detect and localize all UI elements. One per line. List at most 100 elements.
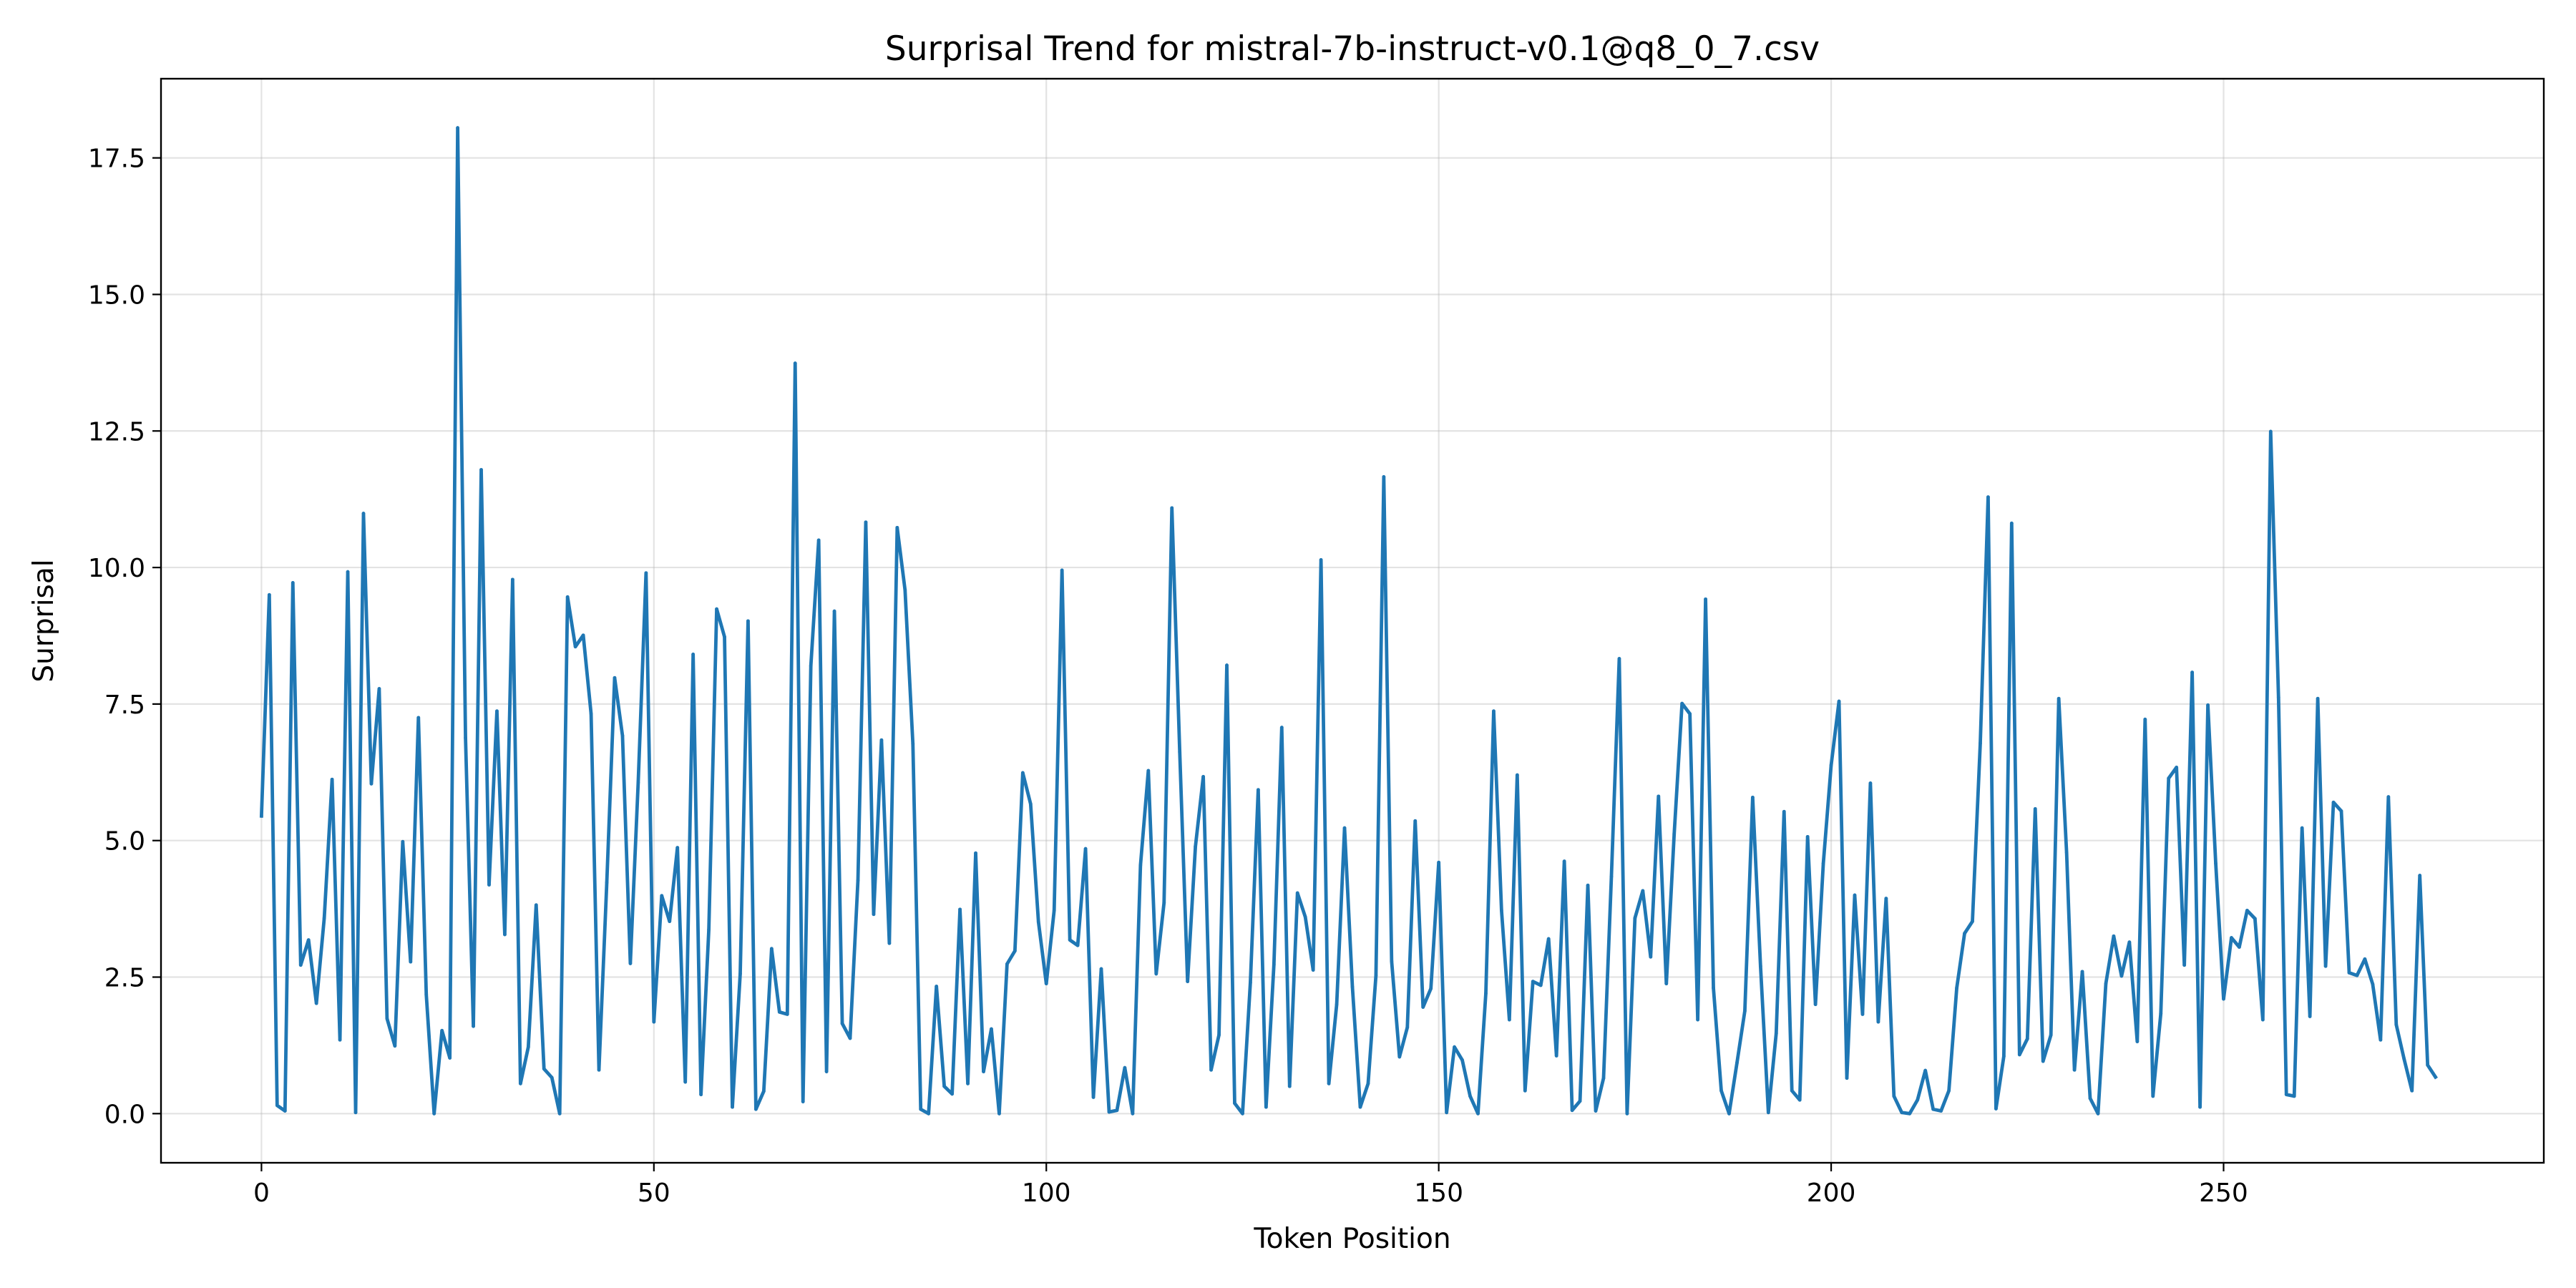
- data-point: [526, 1045, 530, 1049]
- data-point: [440, 1028, 444, 1033]
- data-point: [1319, 558, 1323, 562]
- data-point: [1335, 1002, 1339, 1007]
- data-point: [1468, 1094, 1472, 1098]
- data-point: [636, 781, 640, 785]
- data-point: [2041, 1059, 2045, 1063]
- data-point: [448, 1056, 452, 1060]
- data-point: [573, 645, 577, 649]
- data-point: [2260, 1018, 2265, 1022]
- data-point: [2159, 1012, 2163, 1016]
- data-point: [1013, 949, 1017, 953]
- data-point: [260, 814, 263, 818]
- data-point: [2104, 982, 2108, 986]
- data-point: [1060, 568, 1064, 572]
- data-point: [628, 962, 633, 965]
- data-point: [377, 687, 381, 691]
- vertical-gridlines: [260, 79, 2225, 1163]
- data-point: [1201, 775, 1205, 779]
- data-point: [785, 1013, 789, 1016]
- data-point: [691, 653, 696, 656]
- y-tick-label: 2.5: [104, 964, 145, 993]
- data-point: [330, 777, 334, 781]
- data-point: [409, 960, 413, 964]
- data-point: [2190, 670, 2195, 675]
- data-point: [2230, 936, 2233, 940]
- data-point: [1131, 1111, 1135, 1116]
- data-point: [565, 595, 570, 599]
- data-point: [1609, 874, 1614, 879]
- data-point: [754, 1107, 758, 1111]
- data-point: [1162, 901, 1166, 905]
- data-point: [644, 571, 648, 575]
- data-point: [589, 712, 593, 716]
- data-point: [346, 570, 350, 574]
- data-point: [1186, 980, 1190, 984]
- data-point: [2198, 1105, 2202, 1109]
- data-point: [997, 1111, 1001, 1116]
- data-point: [746, 619, 750, 623]
- data-point: [1633, 916, 1637, 920]
- data-point: [1445, 1111, 1449, 1115]
- data-point: [369, 781, 374, 786]
- data-point: [2080, 970, 2084, 974]
- data-point: [557, 1111, 562, 1116]
- data-point: [942, 1084, 947, 1088]
- data-point: [731, 1105, 734, 1109]
- data-point: [1358, 1105, 1362, 1109]
- data-point: [816, 538, 821, 542]
- x-axis-ticks: 0 50 100 150 200 250: [253, 1163, 2248, 1208]
- data-point: [1091, 1096, 1096, 1099]
- data-point: [1500, 908, 1503, 912]
- data-point: [2426, 1063, 2430, 1067]
- data-point: [581, 633, 585, 638]
- data-point: [1279, 726, 1284, 730]
- data-point: [1036, 920, 1040, 924]
- data-point: [613, 675, 617, 680]
- data-point: [283, 1109, 287, 1113]
- chart-title: Surprisal Trend for mistral-7b-instruct-…: [885, 29, 1820, 69]
- data-point: [1523, 1088, 1527, 1093]
- data-point: [393, 1044, 397, 1048]
- data-point: [1342, 826, 1347, 830]
- data-point: [1955, 986, 1958, 990]
- data-point: [2001, 1054, 2006, 1058]
- data-point: [1382, 474, 1386, 479]
- data-point: [738, 972, 742, 976]
- data-point: [1594, 1109, 1598, 1113]
- data-point: [715, 607, 718, 611]
- data-point: [1790, 1088, 1794, 1093]
- data-point: [1241, 1111, 1244, 1116]
- data-point: [2017, 1053, 2021, 1057]
- data-point: [2096, 1111, 2100, 1116]
- x-tick-label: 100: [1022, 1179, 1071, 1208]
- data-point: [966, 1081, 970, 1085]
- data-point: [1233, 1101, 1236, 1106]
- data-point: [1146, 769, 1151, 773]
- data-point: [2284, 1093, 2288, 1096]
- data-point: [1947, 1088, 1951, 1093]
- data-point: [1876, 1020, 1880, 1024]
- data-point: [1971, 919, 1974, 924]
- data-point: [879, 738, 884, 742]
- data-point: [683, 1080, 688, 1084]
- y-tick-label: 0.0: [104, 1100, 145, 1129]
- data-point: [769, 947, 774, 951]
- data-point: [361, 512, 366, 515]
- data-point: [1068, 938, 1072, 942]
- data-point: [2025, 1037, 2029, 1041]
- data-point: [801, 1100, 805, 1103]
- data-point: [974, 851, 977, 855]
- y-tick-label: 17.5: [88, 145, 145, 174]
- data-point: [1413, 819, 1418, 823]
- data-point: [1138, 863, 1143, 867]
- data-point: [1601, 1076, 1606, 1080]
- data-point: [887, 941, 892, 945]
- data-point: [1696, 1018, 1700, 1022]
- data-point: [1986, 495, 1990, 499]
- data-point: [958, 907, 962, 912]
- x-tick-label: 50: [638, 1179, 670, 1208]
- data-point: [338, 1038, 342, 1042]
- series-data-points: [260, 126, 2438, 1116]
- y-tick-label: 12.5: [88, 417, 145, 447]
